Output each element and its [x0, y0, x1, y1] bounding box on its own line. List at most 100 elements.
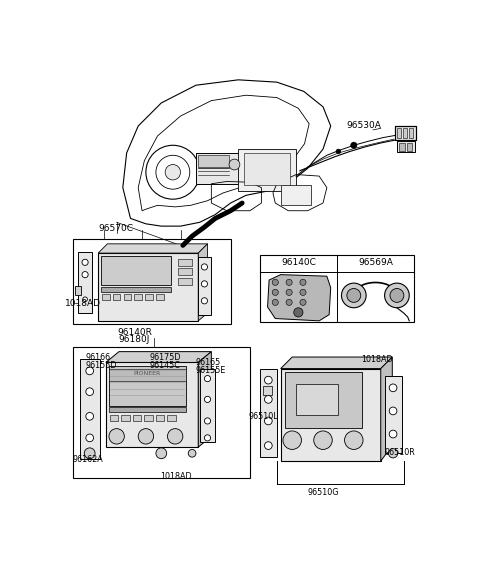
Circle shape — [229, 159, 240, 170]
Text: PIONEER: PIONEER — [134, 370, 161, 376]
Bar — [134, 294, 142, 300]
Bar — [156, 415, 164, 421]
Bar — [102, 294, 110, 300]
Bar — [106, 362, 198, 447]
Polygon shape — [198, 352, 211, 447]
Text: 96510R: 96510R — [384, 448, 415, 457]
Text: 96569A: 96569A — [358, 258, 393, 267]
Circle shape — [82, 259, 88, 265]
Bar — [113, 294, 120, 300]
Circle shape — [272, 289, 278, 295]
Bar — [285, 373, 361, 428]
Bar — [109, 365, 186, 406]
Circle shape — [286, 299, 292, 306]
Bar — [98, 253, 198, 321]
Bar — [198, 155, 229, 167]
Circle shape — [272, 299, 278, 306]
Circle shape — [204, 376, 211, 382]
Circle shape — [389, 430, 397, 438]
Bar — [109, 369, 186, 381]
Bar — [296, 384, 338, 415]
Circle shape — [204, 435, 211, 441]
Bar — [75, 286, 81, 295]
Circle shape — [294, 308, 303, 317]
Bar — [133, 415, 141, 421]
Bar — [397, 129, 401, 138]
Circle shape — [156, 448, 167, 459]
Bar — [123, 294, 131, 300]
Text: 1018AD: 1018AD — [160, 472, 192, 481]
Circle shape — [86, 367, 94, 375]
Circle shape — [84, 448, 95, 459]
Bar — [407, 143, 412, 151]
Circle shape — [347, 288, 361, 302]
Bar — [198, 257, 211, 315]
Circle shape — [201, 264, 207, 270]
Bar — [178, 259, 192, 266]
Bar — [101, 256, 170, 286]
Text: 96162A: 96162A — [73, 455, 104, 464]
Circle shape — [204, 396, 211, 402]
Circle shape — [286, 289, 292, 295]
Text: 96510G: 96510G — [307, 488, 339, 497]
Text: 1018AD: 1018AD — [361, 354, 393, 364]
Text: 1018AD: 1018AD — [65, 299, 101, 308]
Bar — [397, 142, 415, 152]
Circle shape — [188, 450, 196, 457]
Circle shape — [314, 431, 332, 450]
Circle shape — [389, 407, 397, 415]
Circle shape — [345, 431, 363, 450]
Text: 96175D: 96175D — [150, 353, 181, 362]
Circle shape — [283, 431, 301, 450]
Bar — [395, 126, 416, 140]
Bar — [403, 129, 407, 138]
Circle shape — [83, 297, 87, 302]
Bar — [384, 376, 402, 453]
Text: 96155E: 96155E — [196, 365, 227, 374]
Circle shape — [82, 271, 88, 278]
Bar — [78, 251, 92, 313]
Bar — [399, 143, 405, 151]
Polygon shape — [267, 275, 331, 321]
Circle shape — [336, 149, 341, 154]
Circle shape — [341, 283, 366, 308]
Text: 96140C: 96140C — [281, 258, 316, 267]
Bar — [238, 149, 296, 192]
Circle shape — [264, 442, 272, 450]
Polygon shape — [98, 244, 207, 253]
Circle shape — [201, 281, 207, 287]
Text: 96165: 96165 — [196, 358, 221, 367]
Circle shape — [264, 417, 272, 425]
Text: 96510L: 96510L — [248, 412, 278, 421]
Circle shape — [86, 434, 94, 442]
Circle shape — [201, 298, 207, 304]
Circle shape — [272, 279, 278, 286]
Bar — [281, 369, 381, 461]
Bar — [144, 415, 153, 421]
Bar — [263, 386, 272, 395]
Bar — [101, 287, 170, 291]
Bar — [196, 153, 242, 184]
Bar — [145, 294, 153, 300]
Bar — [200, 369, 215, 442]
Polygon shape — [198, 244, 207, 321]
Bar — [409, 129, 413, 138]
Circle shape — [138, 428, 154, 444]
Circle shape — [389, 384, 397, 391]
Circle shape — [86, 413, 94, 420]
Text: 96155D: 96155D — [86, 361, 117, 370]
Bar — [281, 185, 312, 205]
Polygon shape — [381, 357, 392, 461]
Text: 96180J: 96180J — [119, 336, 150, 344]
Bar — [110, 415, 118, 421]
Circle shape — [351, 142, 357, 149]
Circle shape — [86, 388, 94, 395]
Bar — [178, 269, 192, 275]
Bar — [73, 347, 250, 478]
Circle shape — [264, 376, 272, 384]
Bar — [81, 360, 100, 459]
Text: 96145C: 96145C — [150, 361, 180, 370]
Polygon shape — [281, 357, 392, 369]
Bar — [395, 126, 416, 140]
Bar — [109, 407, 186, 412]
